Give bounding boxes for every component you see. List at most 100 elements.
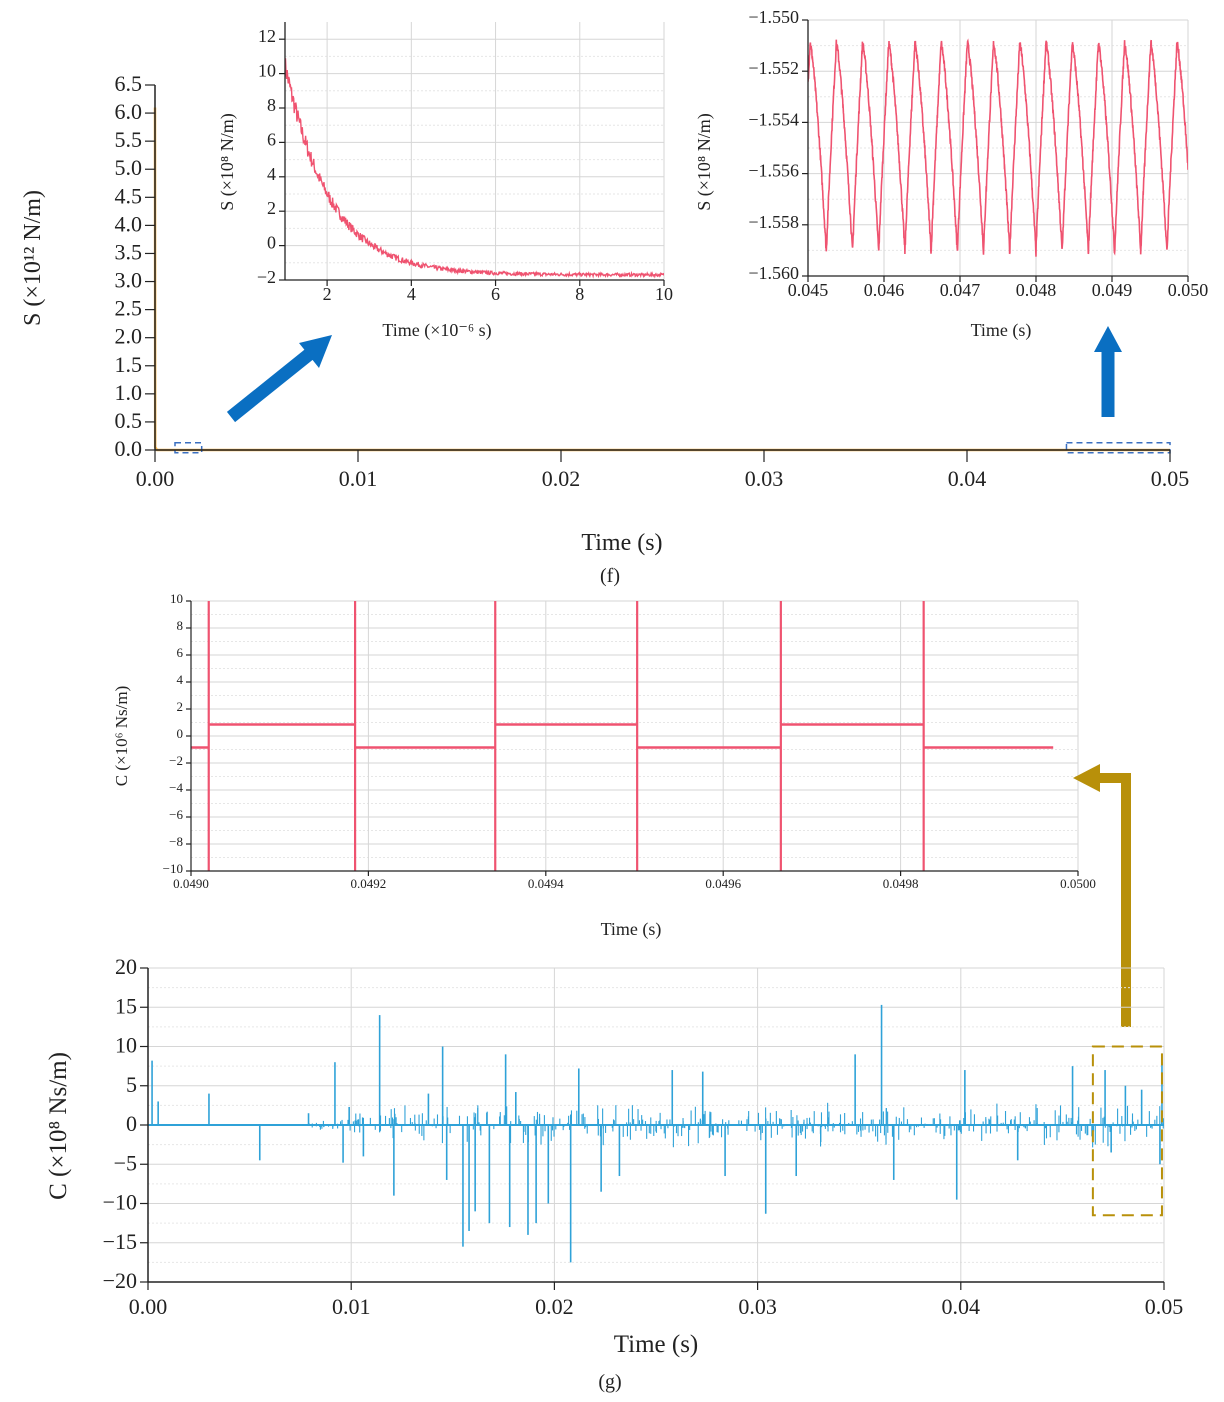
fm-ytick-label: 2.5 xyxy=(115,296,143,321)
fr-series-line xyxy=(808,38,1188,257)
fl-xtick-label: 4 xyxy=(407,284,416,304)
fm-ytick-label: 3.5 xyxy=(115,239,143,264)
gm-xtick-label: 0.03 xyxy=(738,1294,777,1319)
gi-yticks: −10 −8 −6 −4 −2 0 2 4 6 8 10 xyxy=(163,591,191,876)
fr-xtick-label: 0.050 xyxy=(1168,280,1209,300)
panel-f-label: (f) xyxy=(600,565,620,587)
fl-ytick-label: 6 xyxy=(267,129,276,149)
fr-yticks: −1.560 −1.558 −1.556 −1.554 −1.552 −1.550 xyxy=(748,7,808,283)
gm-ytick-label: 20 xyxy=(115,954,137,979)
fl-ytick-label: 8 xyxy=(267,95,276,115)
fm-xticks: 0.00 0.01 0.02 0.03 0.04 0.05 xyxy=(136,450,1190,491)
gi-xtick-label: 0.0490 xyxy=(173,876,209,891)
fl-series-line xyxy=(285,58,664,279)
fl-x-label: Time (×10⁻⁶ s) xyxy=(382,320,491,341)
fr-xtick-label: 0.047 xyxy=(940,280,981,300)
gm-ytick-label: −5 xyxy=(114,1150,137,1175)
gm-ytick-label: −20 xyxy=(103,1268,137,1293)
gi-ytick-label: −10 xyxy=(163,861,183,876)
gm-zoom-box xyxy=(1091,1045,1163,1217)
gm-xtick-label: 0.01 xyxy=(332,1294,371,1319)
fm-ytick-label: 6.5 xyxy=(115,71,143,96)
gi-xtick-label: 0.0492 xyxy=(351,876,387,891)
fr-ytick-label: −1.554 xyxy=(748,109,799,129)
arrow-to-left-inset xyxy=(226,335,332,423)
gm-ytick-label: 15 xyxy=(115,993,137,1018)
gi-ytick-label: −4 xyxy=(169,780,183,795)
fm-ytick-label: 0.0 xyxy=(115,436,143,461)
arrow-to-g-inset xyxy=(1073,764,1131,1027)
fl-xticks: 2 4 6 8 10 xyxy=(323,280,673,304)
fl-xtick-label: 2 xyxy=(323,284,332,304)
gm-xticks: 0.00 0.01 0.02 0.03 0.04 0.05 xyxy=(129,1282,1183,1319)
fm-ytick-label: 1.0 xyxy=(115,380,143,405)
gm-y-label: C (×10⁸ Ns/m) xyxy=(45,1052,72,1200)
fm-ytick-label: 1.5 xyxy=(115,352,143,377)
fl-y-label: S (×10⁸ N/m) xyxy=(217,113,238,210)
arrow-to-right-inset xyxy=(1094,326,1122,417)
gi-x-label: Time (s) xyxy=(601,919,662,940)
fr-xtick-label: 0.045 xyxy=(788,280,829,300)
fr-ytick-label: −1.558 xyxy=(748,212,799,232)
gi-ytick-label: 4 xyxy=(177,672,184,687)
fr-xtick-label: 0.046 xyxy=(864,280,905,300)
chart-g-main: −20 −15 −10 −5 0 5 10 15 20 0.00 0.01 0.02 0.03 0.04… xyxy=(45,954,1183,1358)
gm-ytick-label: 5 xyxy=(126,1072,137,1097)
gi-ytick-label: −8 xyxy=(169,834,183,849)
gi-marks xyxy=(191,601,1054,871)
fr-xticks: 0.045 0.046 0.047 0.048 0.049 0.050 xyxy=(788,276,1209,300)
fm-xtick-label: 0.00 xyxy=(136,466,175,491)
fm-zoom-box-1 xyxy=(1065,441,1171,454)
fm-y-label: S (×10¹² N/m) xyxy=(20,190,46,326)
gm-marks xyxy=(148,1004,1164,1263)
fm-xtick-label: 0.03 xyxy=(745,466,784,491)
gm-x-label: Time (s) xyxy=(614,1331,699,1358)
gm-xtick-label: 0.00 xyxy=(129,1294,168,1319)
gi-xtick-label: 0.0494 xyxy=(528,876,564,891)
fm-xtick-label: 0.02 xyxy=(542,466,581,491)
fr-ytick-label: −1.550 xyxy=(748,7,799,27)
gi-ytick-label: −6 xyxy=(169,807,183,822)
fr-marks xyxy=(808,38,1188,257)
gi-ytick-label: −2 xyxy=(169,753,183,768)
fm-xtick-label: 0.01 xyxy=(339,466,378,491)
gi-xtick-label: 0.0496 xyxy=(705,876,741,891)
gi-xtick-label: 0.0498 xyxy=(883,876,919,891)
fm-ytick-label: 0.5 xyxy=(115,408,143,433)
fl-grid xyxy=(285,22,665,281)
fr-y-label: S (×10⁸ N/m) xyxy=(694,113,715,210)
fr-ytick-label: −1.560 xyxy=(748,263,799,283)
gi-grid xyxy=(190,600,1079,872)
fm-ytick-label: 4.5 xyxy=(115,183,143,208)
gm-ytick-label: −15 xyxy=(103,1229,137,1254)
fl-xtick-label: 10 xyxy=(655,284,673,304)
fm-zoom-box-0 xyxy=(174,441,203,454)
gi-ytick-label: 6 xyxy=(177,645,184,660)
fm-x-label: Time (s) xyxy=(581,530,662,556)
fr-x-label: Time (s) xyxy=(971,320,1032,341)
fm-ytick-label: 4.0 xyxy=(115,211,143,236)
gi-ytick-label: 10 xyxy=(170,591,183,606)
chart-f-main: 0.0 0.5 1.0 1.5 2.0 2.5 3.0 3.5 4.0 4.5 5.0 5.5 6.0 6… xyxy=(20,71,1189,556)
fl-xtick-label: 8 xyxy=(575,284,584,304)
fl-yticks: −2 0 2 4 6 8 10 12 xyxy=(257,26,285,287)
fl-marks xyxy=(285,58,664,279)
fl-ytick-label: 0 xyxy=(267,233,276,253)
fm-ytick-label: 6.0 xyxy=(115,99,143,124)
fl-ytick-label: 12 xyxy=(258,26,276,46)
fr-xtick-label: 0.048 xyxy=(1016,280,1057,300)
fl-xtick-label: 6 xyxy=(491,284,500,304)
gi-ytick-label: 0 xyxy=(177,726,184,741)
fm-xtick-label: 0.04 xyxy=(948,466,987,491)
fm-xtick-label: 0.05 xyxy=(1151,466,1190,491)
chart-f-inset-left: −2 0 2 4 6 8 10 12 2 4 6 8 10 Time (×10⁻⁶ s) S (×10… xyxy=(217,22,673,341)
fm-yticks: 0.0 0.5 1.0 1.5 2.0 2.5 3.0 3.5 4.0 4.5 5.0 5.5 6.0 6… xyxy=(115,71,155,461)
gm-yticks: −20 −15 −10 −5 0 5 10 15 20 xyxy=(103,954,148,1293)
gi-ytick-label: 8 xyxy=(177,618,184,633)
fl-ytick-label: 2 xyxy=(267,198,276,218)
fr-ytick-label: −1.552 xyxy=(748,58,799,78)
fr-ytick-label: −1.556 xyxy=(748,161,799,181)
chart-f-inset-right: −1.560 −1.558 −1.556 −1.554 −1.552 −1.550 0.0… xyxy=(694,7,1208,341)
